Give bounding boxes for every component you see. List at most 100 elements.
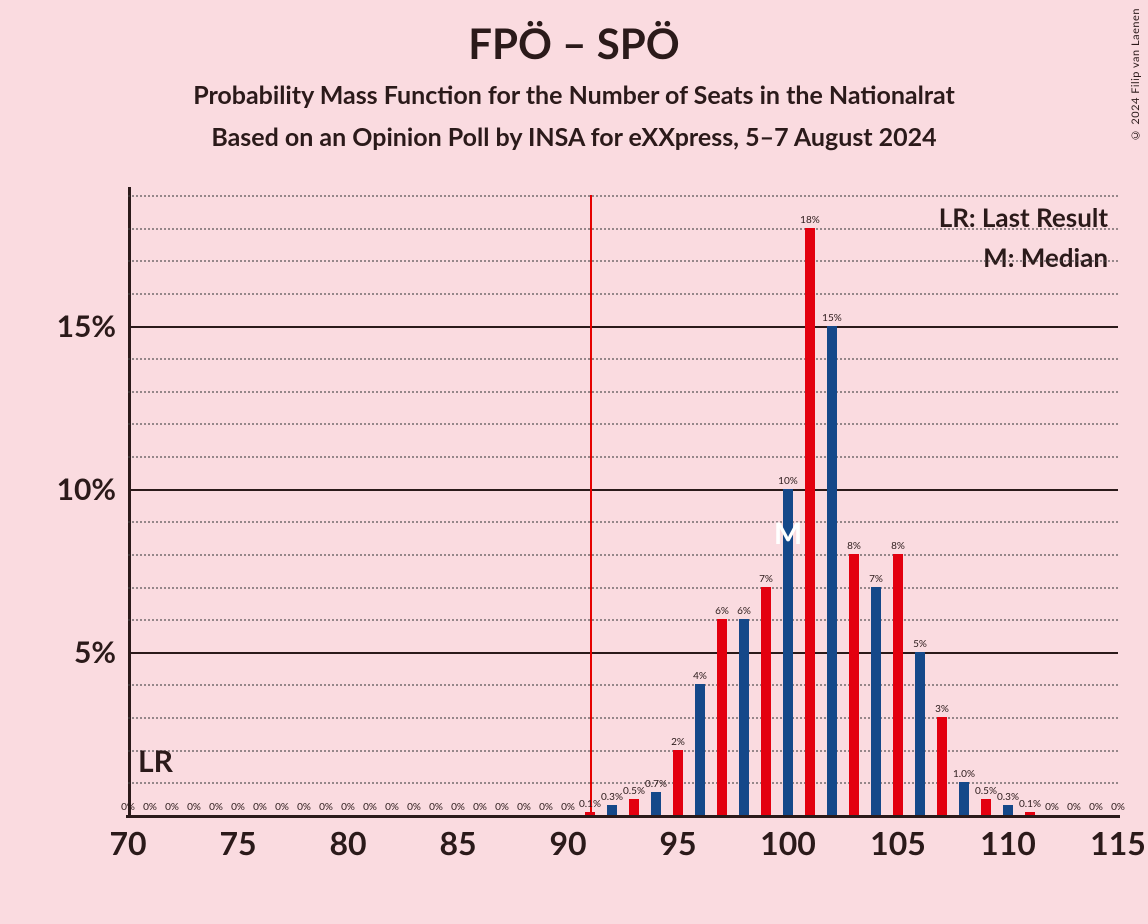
bar-label: 6% <box>737 605 751 617</box>
bar-label: 0% <box>187 801 201 813</box>
x-axis <box>126 815 1120 818</box>
bar-label: 0% <box>539 801 553 813</box>
grid-major <box>128 326 1118 328</box>
bar-label: 0% <box>341 801 355 813</box>
bar-label: 2% <box>671 736 685 748</box>
bar: 0.5% <box>981 799 990 815</box>
bar-label: 4% <box>693 670 707 682</box>
bar: 5% <box>915 652 924 815</box>
bar-label: 6% <box>715 605 729 617</box>
bar-label: 0% <box>1067 801 1081 813</box>
lr-marker: LR <box>138 743 173 779</box>
x-tick-label: 70 <box>109 823 146 862</box>
bar-label: 15% <box>822 312 842 324</box>
bar-label: 0% <box>297 801 311 813</box>
bar: 3% <box>937 717 946 815</box>
bar-label: 18% <box>800 214 820 226</box>
bar: 2% <box>673 750 682 815</box>
bar-label: 0% <box>319 801 333 813</box>
bar-label: 8% <box>847 540 861 552</box>
bar-label: 0.1% <box>1019 798 1041 810</box>
title-block: FPÖ – SPÖ Probability Mass Function for … <box>0 0 1148 152</box>
grid-minor <box>128 521 1118 523</box>
y-tick-label: 5% <box>74 634 116 670</box>
bar-label: 7% <box>869 573 883 585</box>
legend: LR: Last Result M: Median <box>939 201 1108 281</box>
bar-label: 0% <box>495 801 509 813</box>
y-axis <box>128 187 131 815</box>
y-tick-label: 15% <box>57 308 116 344</box>
bar: 6% <box>717 619 726 815</box>
bar-label: 0% <box>253 801 267 813</box>
bar-label: 0.3% <box>601 791 623 803</box>
bar: 0.3% <box>607 805 616 815</box>
bar: 18% <box>805 228 814 815</box>
bar-label: 1.0% <box>953 768 975 780</box>
grid-minor <box>128 228 1118 230</box>
grid-minor <box>128 293 1118 295</box>
bar: 6% <box>739 619 748 815</box>
bar: 10% <box>783 489 792 815</box>
bar-label: 0% <box>209 801 223 813</box>
grid-minor <box>128 750 1118 752</box>
grid-minor <box>128 684 1118 686</box>
bar: 7% <box>761 587 770 815</box>
chart-subtitle-1: Probability Mass Function for the Number… <box>0 80 1148 110</box>
bar-label: 0% <box>517 801 531 813</box>
grid-minor <box>128 358 1118 360</box>
grid-minor <box>128 587 1118 589</box>
x-tick-label: 95 <box>659 823 696 862</box>
x-tick-label: 80 <box>329 823 366 862</box>
bar-label: 8% <box>891 540 905 552</box>
bar-label: 0% <box>385 801 399 813</box>
bar: 7% <box>871 587 880 815</box>
bar-label: 0% <box>363 801 377 813</box>
x-tick-label: 110 <box>980 823 1036 862</box>
bar: 0.7% <box>651 792 660 815</box>
chart-subtitle-2: Based on an Opinion Poll by INSA for eXX… <box>0 122 1148 152</box>
grid-minor <box>128 456 1118 458</box>
bar-label: 0.7% <box>645 778 667 790</box>
bar-label: 0% <box>407 801 421 813</box>
x-tick-label: 115 <box>1090 823 1146 862</box>
bar-label: 0.5% <box>623 785 645 797</box>
bar-label: 0% <box>1089 801 1103 813</box>
bar: 1.0% <box>959 782 968 815</box>
grid-minor <box>128 260 1118 262</box>
lr-line <box>590 195 592 815</box>
chart-title: FPÖ – SPÖ <box>0 18 1148 68</box>
grid-minor <box>128 391 1118 393</box>
bar: 0.5% <box>629 799 638 815</box>
grid-major <box>128 489 1118 491</box>
grid-major <box>128 652 1118 654</box>
bar-label: 0% <box>121 801 135 813</box>
bar-label: 7% <box>759 573 773 585</box>
grid-minor <box>128 423 1118 425</box>
bar-label: 0% <box>451 801 465 813</box>
grid-minor <box>128 554 1118 556</box>
bar-label: 0% <box>1111 801 1125 813</box>
bar: 8% <box>849 554 858 815</box>
bar-label: 0% <box>165 801 179 813</box>
grid-minor <box>128 619 1118 621</box>
y-tick-label: 10% <box>57 471 116 507</box>
copyright-text: © 2024 Filip van Laenen <box>1129 8 1142 141</box>
x-tick-label: 105 <box>870 823 926 862</box>
bar-label: 0% <box>275 801 289 813</box>
bar: 0.3% <box>1003 805 1012 815</box>
bar: 0.1% <box>1025 812 1034 815</box>
bar: 4% <box>695 684 704 815</box>
bar-label: 0% <box>1045 801 1059 813</box>
bar-label: 0.1% <box>579 798 601 810</box>
plot-area: LR: Last Result M: Median 5%10%15%707580… <box>128 195 1118 815</box>
bar: 0.1% <box>585 812 594 815</box>
x-tick-label: 100 <box>760 823 816 862</box>
legend-m: M: Median <box>939 241 1108 273</box>
bar-label: 0.3% <box>997 791 1019 803</box>
bar-label: 5% <box>913 638 927 650</box>
x-tick-label: 75 <box>219 823 256 862</box>
bar-label: 0% <box>231 801 245 813</box>
bar-label: 0% <box>561 801 575 813</box>
x-tick-label: 85 <box>439 823 476 862</box>
bar-label: 10% <box>778 475 798 487</box>
